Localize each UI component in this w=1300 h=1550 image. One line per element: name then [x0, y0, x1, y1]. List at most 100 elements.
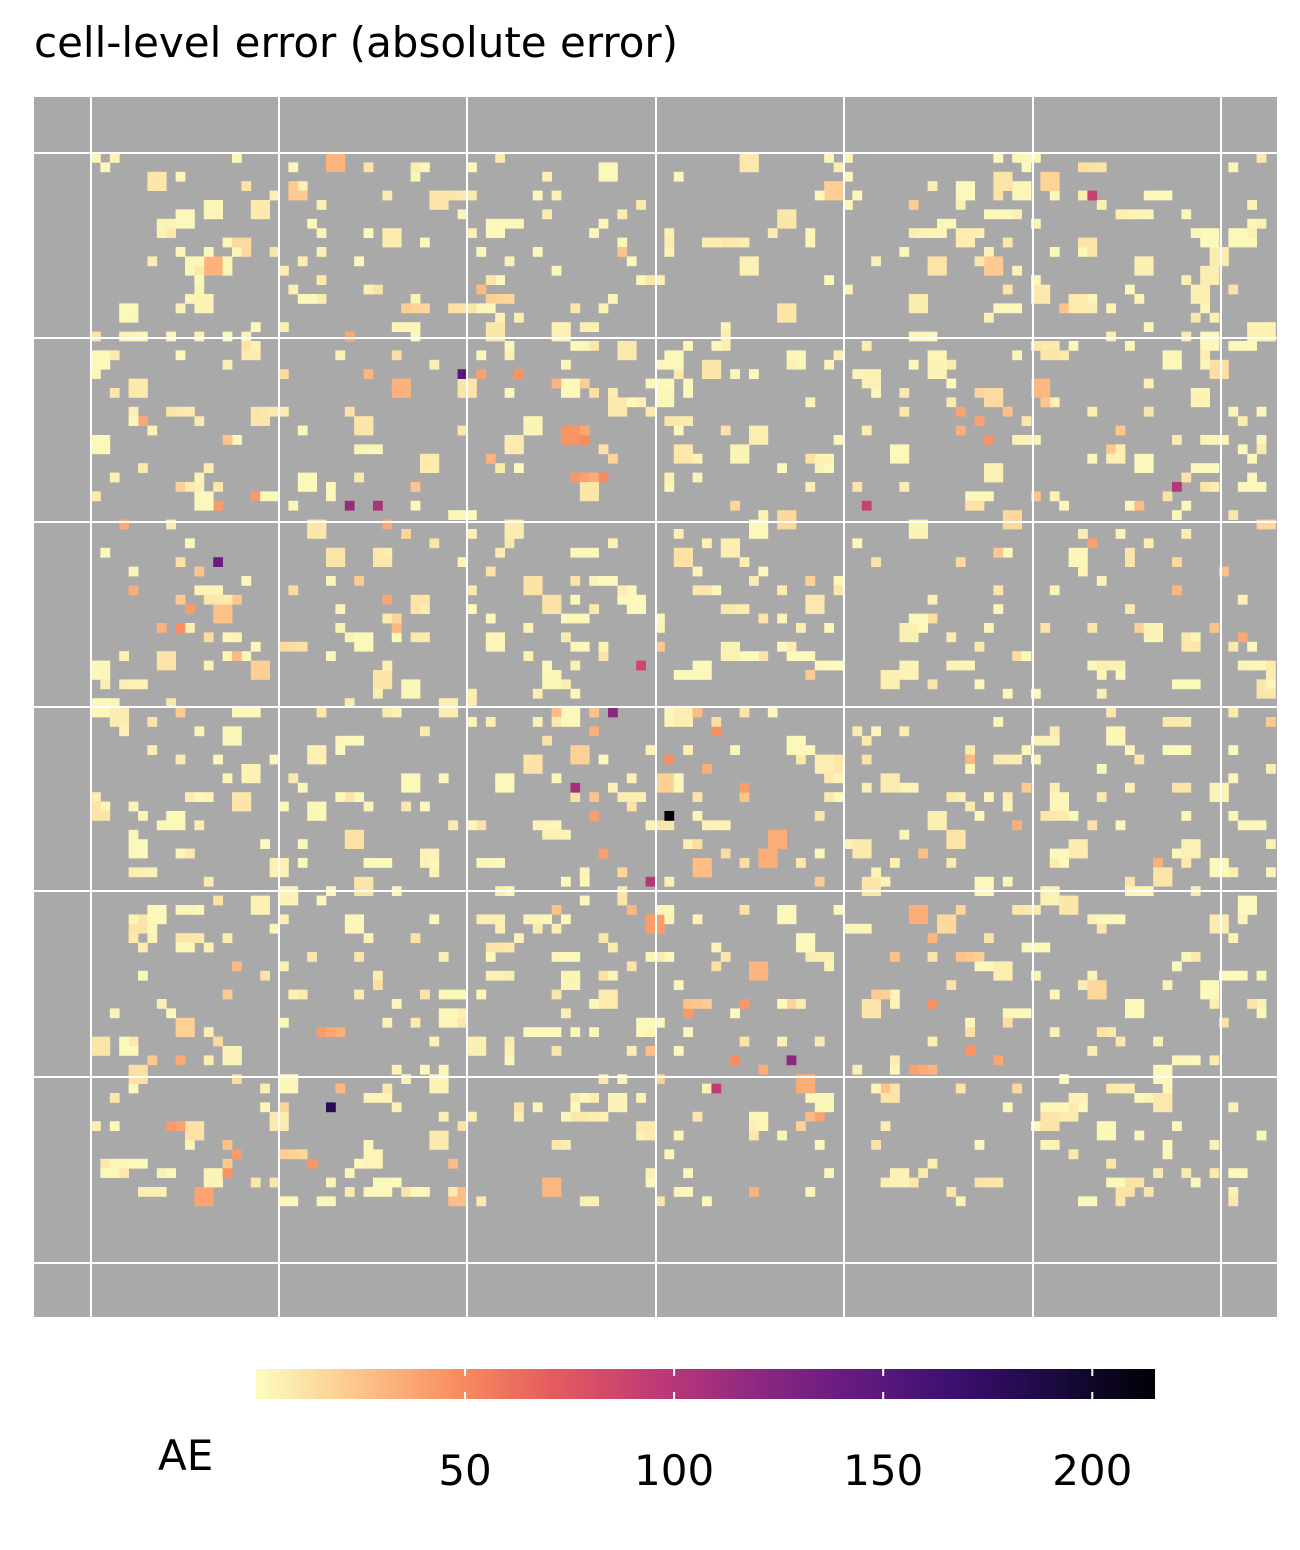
heatmap-cell [156, 660, 167, 671]
heatmap-cell [626, 1046, 637, 1056]
heatmap-cell [843, 153, 853, 163]
heatmap-cell [786, 745, 797, 755]
heatmap-cell [1002, 801, 1013, 812]
heatmap-cell [871, 999, 881, 1009]
heatmap-cell [166, 1121, 176, 1131]
heatmap-cell [589, 547, 599, 558]
heatmap-cell [777, 218, 787, 229]
heatmap-cell [937, 350, 947, 361]
heatmap-cell [749, 576, 759, 586]
heatmap-cell [542, 735, 552, 746]
heatmap-cell [1049, 858, 1060, 868]
heatmap-cell [457, 388, 468, 398]
heatmap-cell [965, 952, 975, 962]
heatmap-cell [250, 209, 261, 220]
heatmap-cell [156, 914, 167, 925]
heatmap-cell [476, 247, 487, 257]
heatmap-cell [373, 1187, 383, 1197]
heatmap-cell [532, 247, 543, 257]
heatmap-cell [918, 905, 928, 915]
heatmap-cell [542, 670, 552, 680]
heatmap-cell [382, 1017, 393, 1028]
heatmap-cell [410, 604, 421, 614]
heatmap-cell [711, 942, 722, 953]
heatmap-cell [1115, 529, 1126, 539]
heatmap-cell [861, 848, 872, 859]
heatmap-cell [373, 500, 383, 511]
heatmap-cell [185, 218, 195, 229]
heatmap-cell [156, 171, 167, 182]
heatmap-cell [335, 557, 346, 567]
heatmap-cell [739, 858, 750, 868]
legend-title: AE [158, 1431, 213, 1480]
heatmap-cell [692, 472, 703, 483]
heatmap-cell [1134, 453, 1145, 464]
heatmap-cell [683, 839, 693, 849]
heatmap-cell [222, 773, 233, 784]
heatmap-cell [344, 829, 355, 840]
heatmap-cell [1002, 406, 1013, 417]
heatmap-cell [128, 331, 139, 342]
heatmap-cell [269, 1111, 280, 1122]
heatmap-cell [1228, 745, 1239, 755]
heatmap-cell [561, 388, 571, 398]
heatmap-cell [363, 1140, 374, 1150]
heatmap-cell [250, 764, 261, 774]
heatmap-cell [485, 331, 496, 342]
heatmap-cell [91, 811, 101, 821]
heatmap-cell [833, 350, 844, 361]
heatmap-cell [720, 848, 731, 859]
heatmap-cell [1106, 707, 1116, 718]
heatmap-cell [1209, 1055, 1220, 1066]
heatmap-cell [570, 641, 581, 652]
heatmap-cell [429, 1036, 440, 1047]
heatmap-cell [391, 1102, 402, 1113]
heatmap-cell [1040, 942, 1051, 953]
heatmap-cell [608, 989, 618, 1000]
heatmap-cell [749, 256, 759, 267]
heatmap-cell [927, 1064, 938, 1075]
heatmap-cell [485, 952, 496, 962]
heatmap-cell [542, 829, 552, 840]
heatmap-cell [598, 970, 609, 981]
heatmap-cell [429, 359, 440, 370]
heatmap-cell [673, 171, 684, 182]
heatmap-cell [1237, 820, 1248, 831]
heatmap-cell [673, 1187, 684, 1197]
heatmap-cell [232, 153, 242, 163]
heatmap-cell [608, 388, 618, 398]
heatmap-cell [645, 275, 656, 285]
heatmap-cell [955, 1083, 966, 1094]
heatmap-cell [655, 275, 665, 285]
heatmap-cell [514, 218, 524, 229]
heatmap-cell [100, 660, 111, 671]
heatmap-cell [1228, 773, 1239, 784]
heatmap-cell [448, 1008, 458, 1019]
heatmap-cell [1002, 510, 1013, 520]
heatmap-cell [655, 905, 665, 915]
heatmap-cell [730, 604, 740, 614]
heatmap-cell [655, 359, 665, 370]
heatmap-cell [1247, 322, 1257, 332]
heatmap-cell [570, 688, 581, 699]
heatmap-cell [185, 265, 195, 276]
heatmap-cell [495, 218, 505, 229]
heatmap-cell [1031, 970, 1041, 981]
heatmap-cell [927, 820, 938, 831]
heatmap-cell [373, 679, 383, 690]
heatmap-cell [608, 576, 618, 586]
heatmap-cell [448, 707, 458, 718]
heatmap-cell [391, 707, 402, 718]
heatmap-cell [241, 350, 252, 361]
heatmap-cell [109, 1121, 120, 1131]
heatmap-cell [796, 933, 806, 943]
heatmap-cell [1002, 792, 1013, 802]
heatmap-cell [561, 632, 571, 643]
heatmap-cell [1040, 378, 1051, 389]
heatmap-cell [100, 698, 111, 708]
heatmap-cell [786, 914, 797, 925]
heatmap-cell [297, 181, 308, 191]
heatmap-cell [1115, 1187, 1126, 1197]
chart-title: cell-level error (absolute error) [34, 18, 679, 67]
heatmap-cell [401, 1074, 411, 1084]
